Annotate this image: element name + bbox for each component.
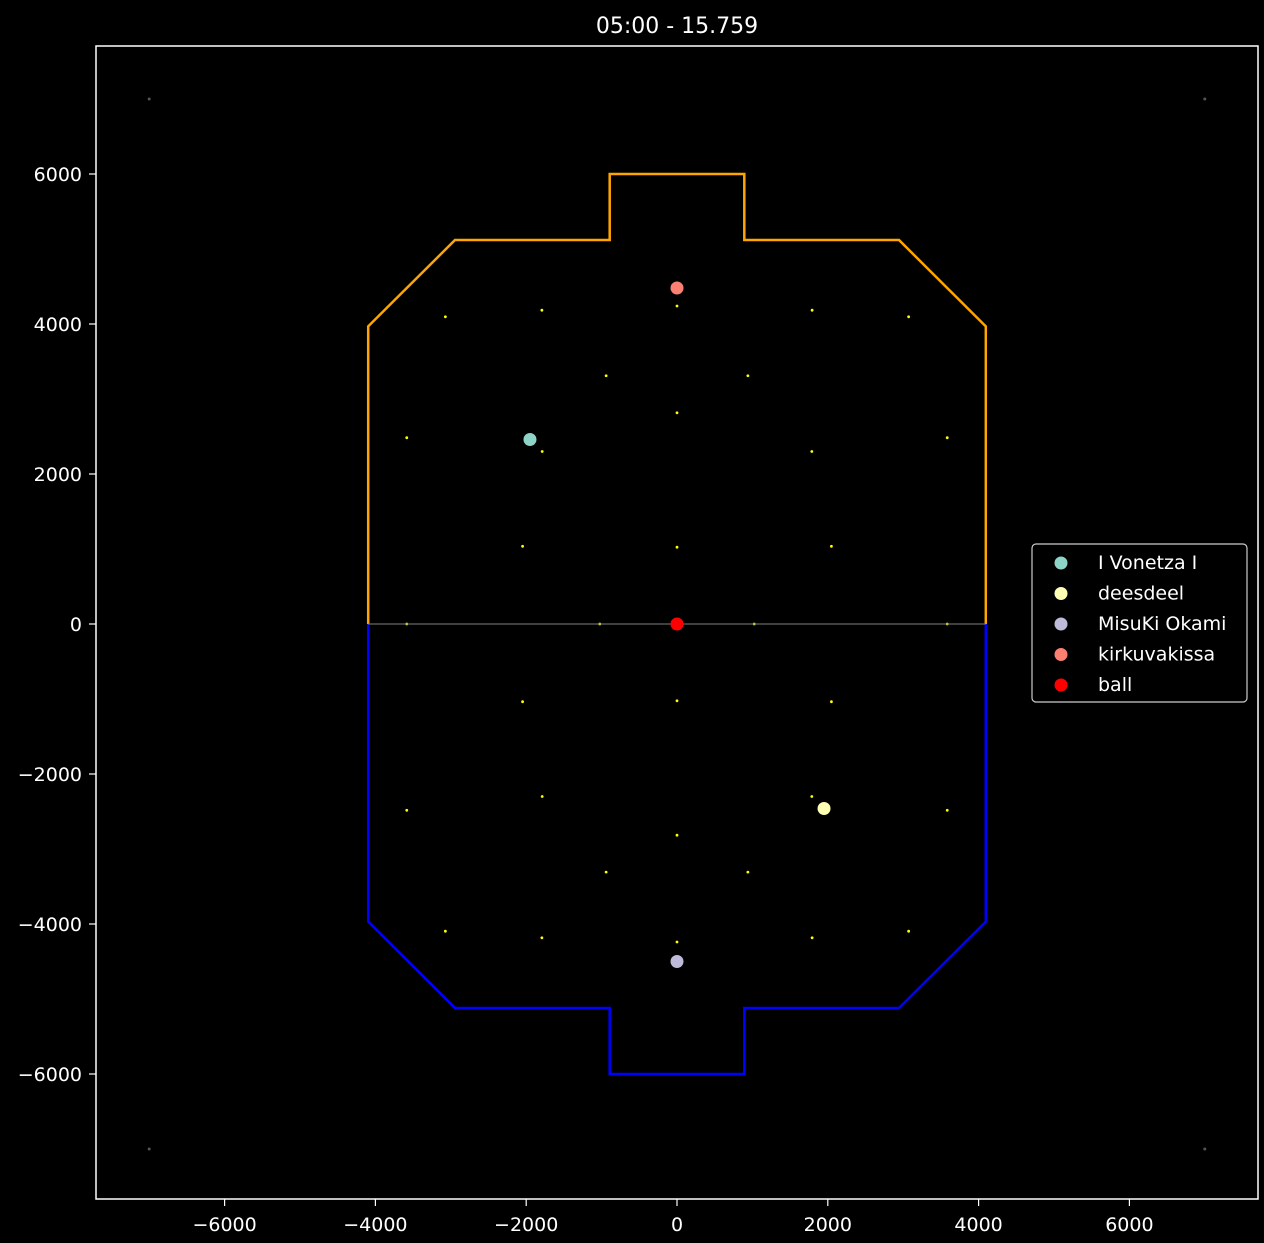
x-tick-label: 6000	[1105, 1214, 1153, 1236]
boost-pad-point	[746, 870, 750, 874]
player-point-ball	[670, 617, 684, 631]
corner-marker	[1203, 1147, 1207, 1151]
boost-pad-point	[810, 450, 814, 453]
y-tick-label: −6000	[18, 1064, 82, 1086]
player-point-deesdeel	[817, 802, 831, 815]
plot-area	[147, 97, 1207, 1151]
legend-marker	[1054, 556, 1068, 570]
boost-pad-point	[540, 936, 544, 940]
boost-pad-point	[830, 544, 833, 548]
player-point-i-vonetza-i	[523, 433, 537, 446]
legend-label: I Vonetza I	[1098, 552, 1197, 574]
x-tick-label: −4000	[343, 1214, 407, 1236]
x-tick-label: 0	[671, 1214, 683, 1236]
legend-label: kirkuvakissa	[1098, 644, 1215, 666]
boost-pad-point	[521, 700, 524, 704]
legend: I Vonetza I deesdeel MisuKi Okami kirkuvaki…	[1031, 543, 1248, 703]
boost-pad-point	[604, 870, 608, 874]
boost-pad-point	[443, 929, 447, 933]
legend-label: ball	[1098, 674, 1132, 696]
legend-marker	[1054, 587, 1068, 600]
boost-pad-point	[810, 795, 814, 798]
y-tick-label: −2000	[18, 764, 82, 786]
boost-pad-point	[675, 304, 679, 308]
boost-pad-point	[540, 795, 544, 798]
chart-title: 05:00 - 15.759	[596, 14, 758, 39]
y-tick-label: 2000	[34, 464, 82, 486]
legend-marker	[1054, 648, 1068, 661]
x-tick-label: −6000	[192, 1214, 256, 1236]
boost-pad-point	[521, 544, 524, 548]
player-point-kirkuvakissa	[670, 281, 684, 295]
boost-pad-point	[830, 700, 833, 704]
boost-pad-point	[540, 308, 544, 312]
y-tick-label: 0	[70, 614, 82, 636]
y-tick-label: 6000	[34, 164, 82, 186]
boost-pad-point	[907, 315, 911, 319]
x-axis: −6000 −4000 −2000 0 2000 4000 6000	[192, 1199, 1154, 1236]
corner-marker	[1203, 97, 1207, 101]
legend-label: MisuKi Okami	[1098, 613, 1226, 635]
y-axis: 6000 4000 2000 0 −2000 −4000 −6000	[18, 164, 96, 1086]
y-tick-label: −4000	[18, 914, 82, 936]
orange-half-outline	[366, 172, 988, 624]
boost-pad-point	[675, 545, 679, 549]
boost-pad-point	[675, 411, 679, 415]
player-point-misuki-okami	[670, 955, 684, 968]
blue-half-outline	[366, 624, 988, 1076]
x-tick-label: −2000	[494, 1214, 558, 1236]
boost-pad-point	[540, 450, 544, 453]
corner-marker	[147, 1147, 151, 1151]
legend-marker	[1054, 617, 1068, 631]
x-tick-label: 2000	[804, 1214, 852, 1236]
boost-pad-point	[945, 808, 949, 812]
boost-pad-point	[810, 308, 814, 312]
boost-pad-point	[405, 808, 409, 812]
boost-pad-point	[443, 315, 447, 319]
legend-marker	[1054, 678, 1068, 692]
legend-label: deesdeel	[1098, 583, 1184, 605]
boost-pad-point	[945, 436, 949, 440]
boost-pad-point	[675, 699, 679, 703]
boost-pad-point	[746, 374, 750, 378]
corner-marker	[147, 97, 151, 101]
y-tick-label: 4000	[34, 314, 82, 336]
boost-pad-point	[675, 833, 679, 837]
boost-pad-point	[604, 374, 608, 378]
x-tick-label: 4000	[954, 1214, 1002, 1236]
boost-pad-point	[675, 940, 679, 944]
boost-pad-point	[907, 929, 911, 933]
boost-pad-point	[810, 936, 814, 940]
legend-box	[1031, 543, 1248, 703]
boost-pad-point	[405, 436, 409, 440]
